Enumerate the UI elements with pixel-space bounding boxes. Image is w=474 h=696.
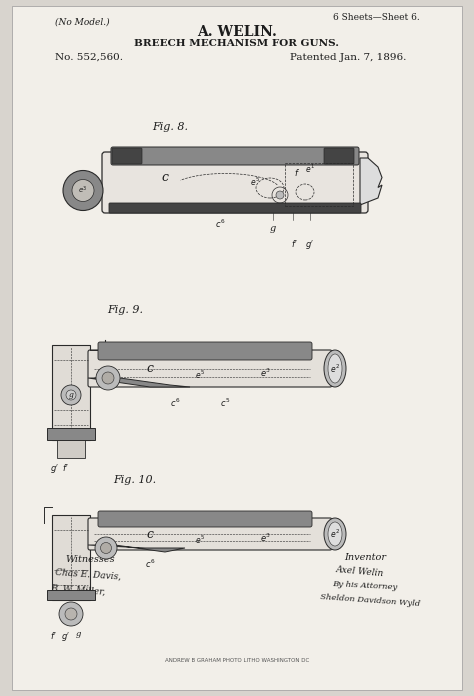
Ellipse shape xyxy=(324,518,346,550)
Text: $e^2$: $e^2$ xyxy=(330,528,340,540)
Circle shape xyxy=(65,608,77,620)
Circle shape xyxy=(96,366,120,390)
Text: c: c xyxy=(146,362,154,375)
Circle shape xyxy=(72,180,94,202)
Text: $e^5$: $e^5$ xyxy=(195,369,205,381)
Text: g: g xyxy=(270,224,276,233)
Polygon shape xyxy=(88,545,185,552)
Circle shape xyxy=(61,385,81,405)
FancyBboxPatch shape xyxy=(102,152,368,213)
Bar xyxy=(52,345,90,440)
Text: BREECH MECHANISM FOR GUNS.: BREECH MECHANISM FOR GUNS. xyxy=(135,40,339,49)
Ellipse shape xyxy=(328,522,342,546)
Text: By his Attorney: By his Attorney xyxy=(332,580,398,592)
Circle shape xyxy=(100,542,111,553)
Text: g: g xyxy=(69,391,73,399)
Bar xyxy=(57,438,85,458)
Text: Witnesses: Witnesses xyxy=(65,555,115,564)
Text: $e^3$: $e^3$ xyxy=(260,367,271,379)
FancyBboxPatch shape xyxy=(324,148,354,164)
Text: $c^6$: $c^6$ xyxy=(145,558,155,571)
Text: $c^6$: $c^6$ xyxy=(170,397,180,409)
Ellipse shape xyxy=(324,350,346,387)
Text: A. WELIN.: A. WELIN. xyxy=(197,25,277,39)
Bar xyxy=(285,163,353,206)
Text: Chas E. Davis,: Chas E. Davis, xyxy=(55,567,121,580)
FancyBboxPatch shape xyxy=(88,518,332,550)
Circle shape xyxy=(59,602,83,626)
Text: $f'$: $f'$ xyxy=(292,238,299,249)
Bar xyxy=(47,428,95,440)
FancyBboxPatch shape xyxy=(98,511,312,527)
Circle shape xyxy=(63,171,103,210)
Text: $e^3$: $e^3$ xyxy=(260,532,271,544)
Text: Sheldon Davidson Wyld: Sheldon Davidson Wyld xyxy=(320,594,420,608)
Text: Patented Jan. 7, 1896.: Patented Jan. 7, 1896. xyxy=(290,52,406,61)
Circle shape xyxy=(66,390,76,400)
Text: B. W. Miller,: B. W. Miller, xyxy=(50,583,106,596)
Circle shape xyxy=(102,372,114,384)
Circle shape xyxy=(95,537,117,559)
Bar xyxy=(52,515,90,600)
Text: $c^6$: $c^6$ xyxy=(215,218,225,230)
Text: $e^2$: $e^2$ xyxy=(330,363,340,374)
FancyBboxPatch shape xyxy=(111,147,359,165)
Text: c: c xyxy=(162,171,168,184)
Text: $e^3$: $e^3$ xyxy=(78,185,88,196)
Text: 6 Sheets—Sheet 6.: 6 Sheets—Sheet 6. xyxy=(333,13,420,22)
Text: Inventor: Inventor xyxy=(344,553,386,562)
Text: Axel Welin: Axel Welin xyxy=(336,565,384,578)
FancyBboxPatch shape xyxy=(112,148,142,164)
FancyBboxPatch shape xyxy=(98,342,312,360)
Polygon shape xyxy=(360,158,382,205)
Text: $f'$: $f'$ xyxy=(63,462,70,473)
Text: Fig. 8.: Fig. 8. xyxy=(152,122,188,132)
Text: $g'$: $g'$ xyxy=(61,630,71,643)
Text: $e^5$: $e^5$ xyxy=(195,534,205,546)
Text: $g'$: $g'$ xyxy=(50,462,60,475)
Text: c: c xyxy=(146,528,154,541)
Text: g: g xyxy=(75,630,81,638)
FancyBboxPatch shape xyxy=(109,203,361,213)
Text: $g'$: $g'$ xyxy=(305,238,315,251)
Text: $f'$: $f'$ xyxy=(50,630,57,641)
Text: Fig. 9.: Fig. 9. xyxy=(107,305,143,315)
Circle shape xyxy=(276,191,284,199)
FancyBboxPatch shape xyxy=(88,350,332,387)
Text: No. 552,560.: No. 552,560. xyxy=(55,52,123,61)
Text: $e^1$: $e^1$ xyxy=(305,163,315,175)
Text: Fig. 10.: Fig. 10. xyxy=(113,475,156,485)
Polygon shape xyxy=(88,378,190,387)
Ellipse shape xyxy=(328,354,342,383)
Text: (No Model.): (No Model.) xyxy=(55,17,109,26)
Text: $c^5$: $c^5$ xyxy=(220,397,230,409)
Text: ANDREW B GRAHAM PHOTO LITHO WASHINGTON DC: ANDREW B GRAHAM PHOTO LITHO WASHINGTON D… xyxy=(165,658,309,663)
Text: $e^5$: $e^5$ xyxy=(250,176,260,188)
Text: $f$: $f$ xyxy=(294,168,300,178)
Bar xyxy=(47,590,95,600)
